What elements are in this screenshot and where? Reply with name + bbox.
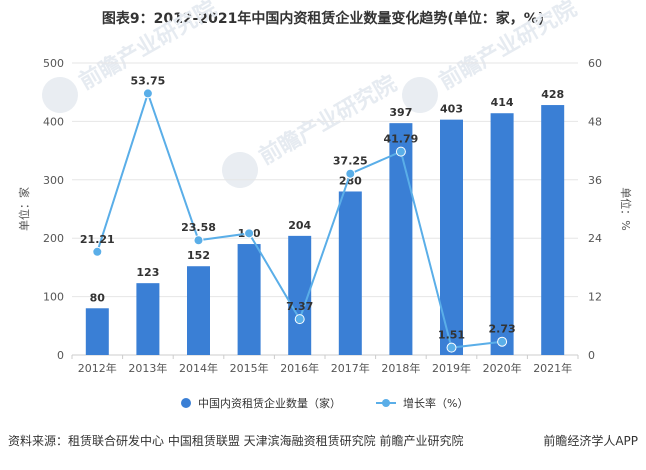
x-tick-label: 2019年 [432,361,471,375]
bar[interactable] [490,113,514,355]
x-tick-label: 2013年 [128,361,167,375]
line-point[interactable] [294,314,305,325]
line-series [92,88,508,353]
watermark-logo-icon [42,77,78,113]
watermark: 前瞻产业研究院 [222,71,401,188]
bar[interactable] [440,119,463,355]
watermark: 前瞻产业研究院 [402,0,581,113]
line-point[interactable] [244,228,255,239]
y-tick-label: 500 [43,57,64,70]
y-tick-label: 300 [43,174,64,187]
bar[interactable] [187,266,210,355]
bar-series [85,105,565,355]
bar-value-label: 280 [339,174,362,187]
y2-tick-label: 60 [588,57,602,70]
bar[interactable] [136,283,160,355]
bar-value-label: 123 [136,266,159,279]
legend-line-label[interactable]: 增长率（%） [403,396,468,410]
x-tick-label: 2012年 [78,361,117,375]
bar-value-label: 397 [389,106,412,119]
watermark-logo-icon [402,77,438,113]
line-value-label: 7.37 [286,300,313,313]
line-value-label: 21.21 [80,233,115,246]
legend-bar-label[interactable]: 中国内资租赁企业数量（家） [198,396,341,410]
line-point[interactable] [345,168,356,179]
bar[interactable] [288,235,312,355]
legend-bar-swatch [181,398,191,408]
y-tick-label: 400 [43,115,64,128]
line-point[interactable] [497,336,508,347]
bar-value-label: 403 [440,103,463,116]
source-note: 资料来源：租赁联合研发中心 中国租赁联盟 天津滨海融资租赁研究院 前瞻产业研究院 [8,434,464,448]
line-value-label: 37.25 [333,155,368,168]
bar[interactable] [389,123,413,355]
legend[interactable]: 中国内资租赁企业数量（家） 增长率（%） [181,396,468,410]
y2-tick-label: 36 [588,174,602,187]
bar[interactable] [338,191,362,355]
line-point[interactable] [92,246,103,257]
line-value-label: 41.79 [384,133,419,146]
legend-line-marker [382,399,390,407]
watermark-logo-icon [222,152,258,188]
brand-label[interactable]: 前瞻经济学人APP [543,434,638,448]
y-tick-label: 200 [43,232,64,245]
y2-tick-label: 48 [588,115,602,128]
bar-value-label: 80 [90,291,106,304]
line-value-labels: 21.21 53.75 23.58 7.37 37.25 41.79 1.51 2.73 [80,74,516,341]
bar[interactable] [237,244,261,355]
y2-axis-title: 单位：% [619,187,633,230]
bar[interactable] [85,308,109,355]
footer: 资料来源：租赁联合研发中心 中国租赁联盟 天津滨海融资租赁研究院 前瞻产业研究院… [8,432,638,449]
y-tick-label: 0 [57,349,64,362]
bar-value-label: 428 [541,88,564,101]
y2-tick-label: 12 [588,291,602,304]
x-tick-label: 2017年 [331,361,370,375]
line-point[interactable] [193,235,204,246]
axes: 0 100 200 300 400 500 0 12 24 36 48 60 单位：家 单位：% 2012年… [17,57,633,375]
x-tick-label: 2014年 [179,361,218,375]
y-axis-title: 单位：家 [17,187,31,231]
line-value-label: 2.73 [489,323,516,336]
x-tick-label: 2020年 [483,361,522,375]
y2-tick-label: 0 [588,349,595,362]
bar[interactable] [541,105,565,355]
x-tick-label: 2016年 [280,361,319,375]
x-tick-label: 2021年 [533,361,572,375]
x-tick-label: 2015年 [230,361,269,375]
bar-value-label: 204 [288,219,311,232]
y-tick-label: 100 [43,291,64,304]
line-value-label: 23.58 [181,221,216,234]
bar-value-label: 414 [491,96,514,109]
watermark-text: 前瞻产业研究院 [255,71,401,171]
line-point[interactable] [446,342,457,353]
watermark-text: 前瞻产业研究院 [435,0,581,95]
line-point[interactable] [142,88,153,99]
chart-title: 图表9：2012-2021年中国内资租赁企业数量变化趋势(单位：家，%) [101,11,545,27]
y2-tick-label: 24 [588,232,602,245]
bar-value-label: 152 [187,249,210,262]
line-value-label: 1.51 [438,329,465,342]
line-point[interactable] [395,146,406,157]
x-tick-label: 2018年 [381,361,420,375]
line-value-label: 53.75 [131,74,166,87]
